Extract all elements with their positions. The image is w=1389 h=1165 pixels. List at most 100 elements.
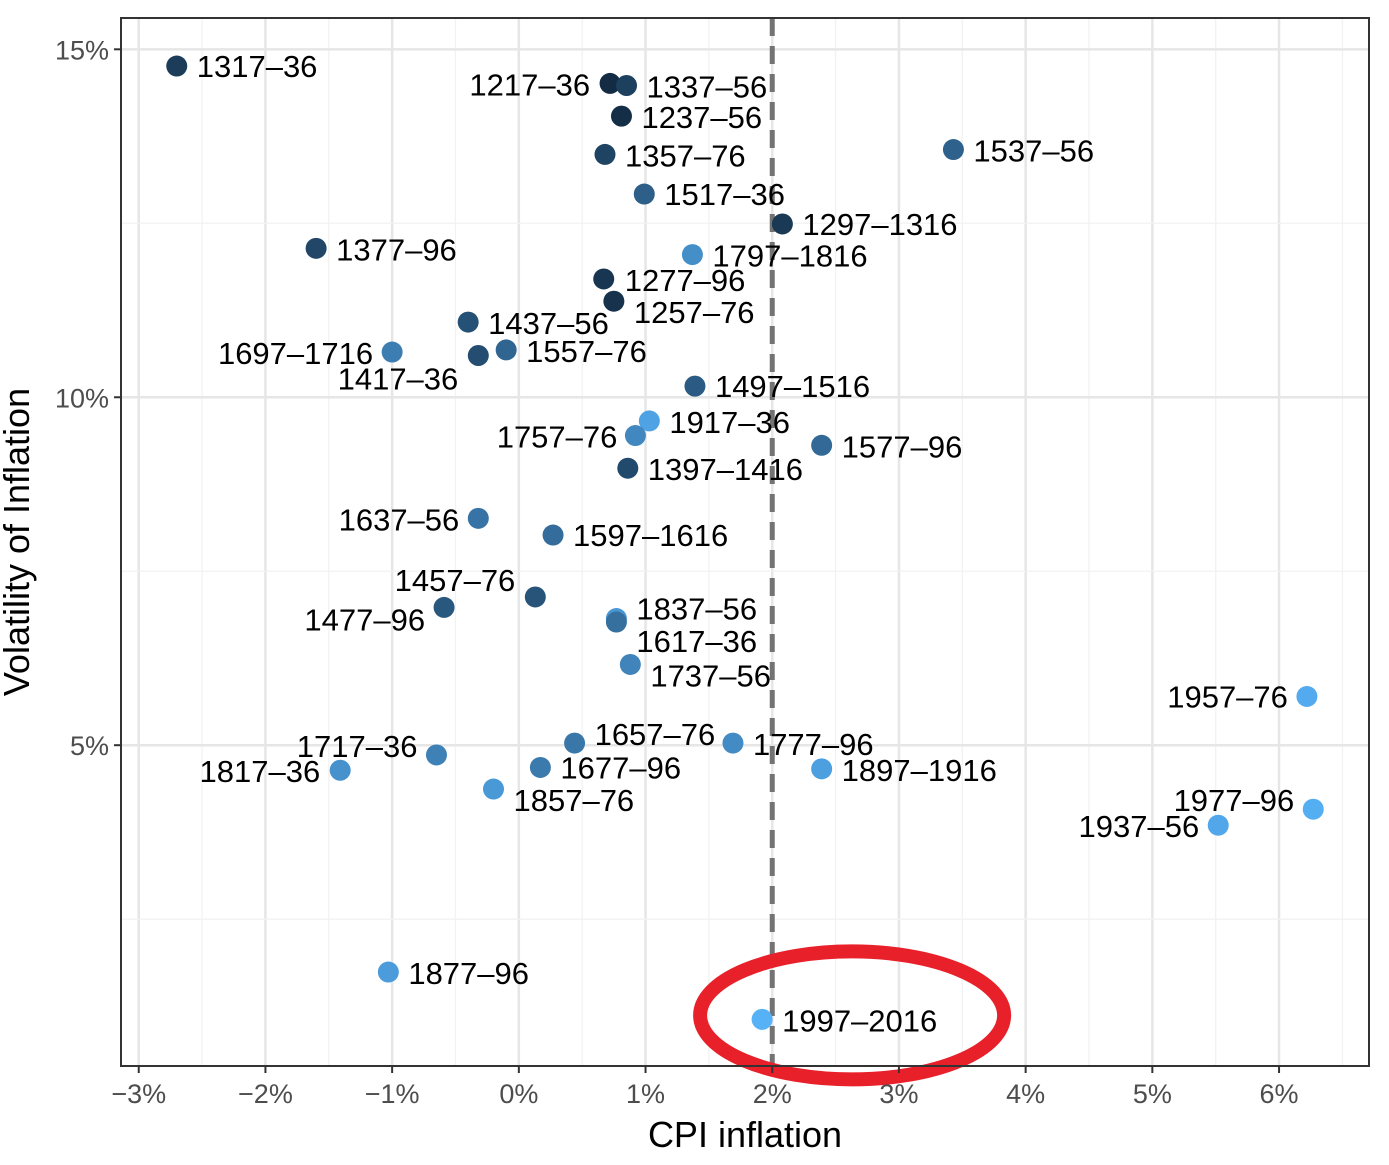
data-point (329, 759, 351, 781)
data-point (381, 341, 403, 363)
data-point (617, 457, 639, 479)
points (166, 55, 1324, 1030)
x-axis-ticks: −3% −2% −1% 0% 1% 2% 3% 4% 5% 6% (111, 1066, 1299, 1109)
point-label: 1317–36 (197, 49, 318, 84)
x-tick-label: −2% (238, 1079, 293, 1109)
data-point (599, 72, 621, 94)
x-tick-label: 3% (879, 1079, 918, 1109)
data-point (482, 778, 504, 800)
y-axis-ticks: 5% 10% 15% (55, 35, 121, 761)
point-label: 1377–96 (336, 232, 457, 267)
point-label: 1997–2016 (782, 1003, 937, 1038)
data-point (633, 183, 655, 205)
point-label: 1897–1916 (842, 753, 997, 788)
point-label: 1837–56 (636, 592, 757, 627)
data-point (467, 345, 489, 367)
data-point (377, 961, 399, 983)
x-tick-label: 2% (753, 1079, 792, 1109)
y-tick-label: 10% (55, 383, 109, 413)
point-label: 1957–76 (1167, 679, 1288, 714)
data-point (942, 139, 964, 161)
data-point (457, 311, 479, 333)
point-label: 1637–56 (339, 502, 460, 537)
point-label: 1277–96 (625, 263, 746, 298)
point-label: 1557–76 (526, 334, 647, 369)
data-point (1302, 798, 1324, 820)
data-point (425, 744, 447, 766)
point-label: 1797–1816 (712, 239, 867, 274)
data-point (433, 596, 455, 618)
point-label: 1977–96 (1174, 783, 1295, 818)
point-label: 1597–1616 (573, 518, 728, 553)
highlight-circle (693, 944, 1012, 1087)
point-label: 1697–1716 (218, 336, 373, 371)
data-point (771, 213, 793, 235)
data-point (594, 143, 616, 165)
point-label: 1417–36 (338, 362, 459, 397)
data-point (1207, 814, 1229, 836)
point-label: 1517–36 (664, 177, 785, 212)
x-axis-title: CPI inflation (648, 1114, 842, 1155)
data-point (681, 244, 703, 266)
data-point (524, 586, 546, 608)
y-tick-label: 5% (70, 731, 109, 761)
data-point (722, 732, 744, 754)
point-label: 1857–76 (513, 783, 634, 818)
data-point (751, 1008, 773, 1030)
point-label: 1477–96 (304, 602, 425, 637)
x-tick-label: 5% (1133, 1079, 1172, 1109)
x-tick-label: −3% (111, 1079, 166, 1109)
data-point (495, 339, 517, 361)
data-point (638, 410, 660, 432)
point-label: 1777–96 (753, 727, 874, 762)
point-label: 1617–36 (636, 624, 757, 659)
data-point (467, 507, 489, 529)
x-tick-label: 4% (1006, 1079, 1045, 1109)
panel-border (120, 17, 1370, 1067)
y-tick-label: 15% (55, 35, 109, 65)
point-label: 1817–36 (200, 754, 321, 789)
data-point (684, 375, 706, 397)
point-label: 1577–96 (842, 429, 963, 464)
point-label: 1717–36 (297, 729, 418, 764)
data-point (811, 758, 833, 780)
data-point (811, 434, 833, 456)
point-label: 1677–96 (560, 750, 681, 785)
point-label: 1657–76 (595, 717, 716, 752)
x-tick-label: 6% (1260, 1079, 1299, 1109)
x-tick-label: −1% (365, 1079, 420, 1109)
panel-background (121, 18, 1369, 1066)
point-label: 1737–56 (650, 658, 771, 693)
point-label: 1297–1316 (802, 207, 957, 242)
point-label: 1397–1416 (648, 452, 803, 487)
point-label: 1877–96 (408, 956, 529, 991)
point-label: 1357–76 (625, 138, 746, 173)
data-point (529, 756, 551, 778)
point-label: 1217–36 (469, 67, 590, 102)
point-label: 1937–56 (1079, 809, 1200, 844)
y-axis-title: Volatility of Inflation (0, 388, 37, 696)
point-label: 1757–76 (497, 420, 618, 455)
data-point (305, 237, 327, 259)
point-label: 1497–1516 (715, 369, 870, 404)
highlight-ellipse (693, 944, 1012, 1087)
point-label: 1537–56 (973, 134, 1094, 169)
data-point (1296, 685, 1318, 707)
data-point (564, 732, 586, 754)
point-label: 1917–36 (669, 405, 790, 440)
data-point (619, 653, 641, 675)
data-point (542, 524, 564, 546)
point-label: 1437–56 (488, 306, 609, 341)
data-point (603, 290, 625, 312)
point-label: 1337–56 (647, 70, 768, 105)
data-point (624, 425, 646, 447)
grid (121, 18, 1369, 1066)
point-label: 1457–76 (395, 563, 516, 598)
data-point (166, 55, 188, 77)
data-point (605, 611, 627, 633)
data-point (593, 268, 615, 290)
x-tick-label: 1% (626, 1079, 665, 1109)
data-point (610, 105, 632, 127)
